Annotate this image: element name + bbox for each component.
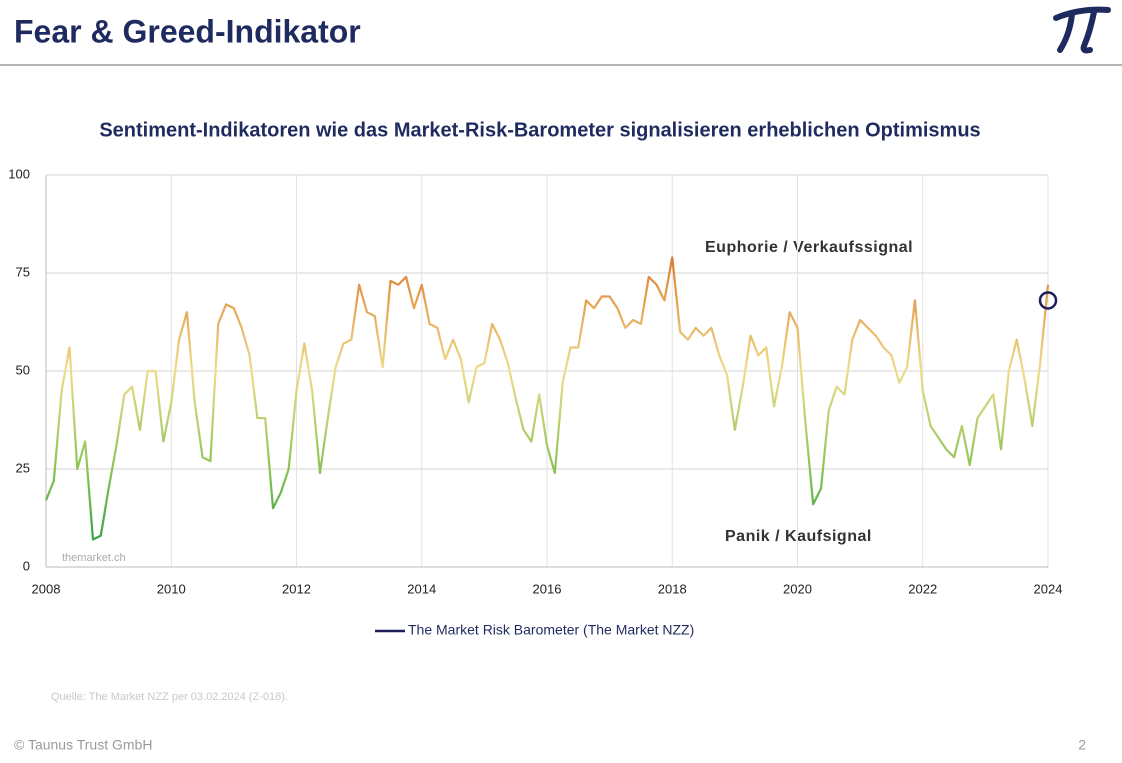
y-tick-label: 0 <box>23 558 30 573</box>
x-tick-label: 2020 <box>783 581 812 596</box>
x-tick-label: 2008 <box>32 581 61 596</box>
y-tick-label: 100 <box>8 166 30 181</box>
annotation: Panik / Kaufsignal <box>725 528 872 545</box>
x-tick-label: 2022 <box>908 581 937 596</box>
x-tick-label: 2012 <box>282 581 311 596</box>
x-tick-label: 2014 <box>407 581 436 596</box>
y-tick-label: 75 <box>16 264 30 279</box>
chart-title: Sentiment-Indikatoren wie das Market-Ris… <box>99 119 980 141</box>
x-tick-label: 2016 <box>533 581 562 596</box>
copyright: © Taunus Trust GmbH <box>14 737 152 753</box>
logo <box>1053 6 1111 54</box>
watermark: themarket.ch <box>62 552 126 564</box>
legend-label: The Market Risk Barometer (The Market NZ… <box>408 622 694 638</box>
page-title: Fear & Greed-Indikator <box>14 13 361 49</box>
x-tick-label: 2024 <box>1034 581 1063 596</box>
line-series <box>44 256 1050 541</box>
x-tick-label: 2018 <box>658 581 687 596</box>
current-marker <box>1038 291 1058 310</box>
annotation: Euphorie / Verkaufssignal <box>705 239 913 256</box>
page-number: 2 <box>1078 737 1086 753</box>
source: Quelle: The Market NZZ per 03.02.2024 (Z… <box>51 691 288 703</box>
y-tick-label: 25 <box>16 460 30 475</box>
y-tick-label: 50 <box>16 362 30 377</box>
x-tick-label: 2010 <box>157 581 186 596</box>
